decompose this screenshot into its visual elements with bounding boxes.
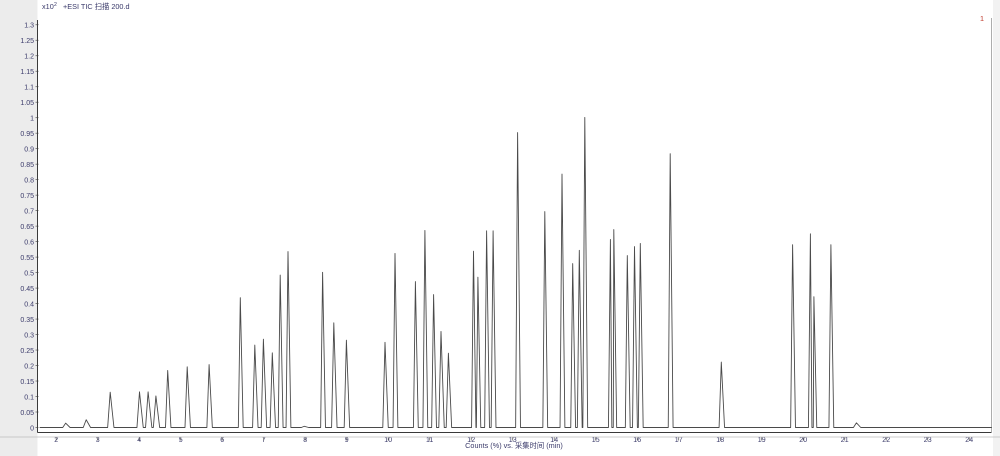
svg-text:1.05: 1.05 xyxy=(20,100,34,107)
svg-text:0.2: 0.2 xyxy=(24,363,34,370)
svg-text:x10: x10 xyxy=(42,2,54,11)
svg-text:0.15: 0.15 xyxy=(20,379,34,386)
svg-text:0.75: 0.75 xyxy=(20,193,34,200)
svg-text:1.25: 1.25 xyxy=(20,38,34,45)
svg-text:Counts (%) vs. 采集时间 (min): Counts (%) vs. 采集时间 (min) xyxy=(465,441,563,450)
svg-text:2: 2 xyxy=(54,2,57,8)
svg-text:0.95: 0.95 xyxy=(20,131,34,138)
svg-text:1.15: 1.15 xyxy=(20,69,34,76)
svg-text:1: 1 xyxy=(30,116,34,123)
svg-text:0.3: 0.3 xyxy=(24,332,34,339)
svg-text:+ESI TIC 扫描 200.d: +ESI TIC 扫描 200.d xyxy=(63,2,130,11)
svg-text:0.8: 0.8 xyxy=(24,177,34,184)
svg-text:0.35: 0.35 xyxy=(20,317,34,324)
svg-text:1: 1 xyxy=(980,14,984,23)
svg-text:0.05: 0.05 xyxy=(20,410,34,417)
svg-text:0.6: 0.6 xyxy=(24,239,34,246)
svg-text:0.7: 0.7 xyxy=(24,208,34,215)
svg-text:0: 0 xyxy=(30,425,34,432)
svg-text:0.85: 0.85 xyxy=(20,162,34,169)
svg-text:0.1: 0.1 xyxy=(24,394,34,401)
svg-text:0.4: 0.4 xyxy=(24,301,34,308)
svg-text:1.2: 1.2 xyxy=(24,54,34,61)
svg-text:0.25: 0.25 xyxy=(20,348,34,355)
svg-text:0.45: 0.45 xyxy=(20,286,34,293)
svg-text:1.3: 1.3 xyxy=(24,23,34,30)
svg-text:0.9: 0.9 xyxy=(24,146,34,153)
svg-text:1.1: 1.1 xyxy=(24,85,34,92)
svg-text:0.5: 0.5 xyxy=(24,270,34,277)
svg-text:0.55: 0.55 xyxy=(20,255,34,262)
svg-text:0.65: 0.65 xyxy=(20,224,34,231)
